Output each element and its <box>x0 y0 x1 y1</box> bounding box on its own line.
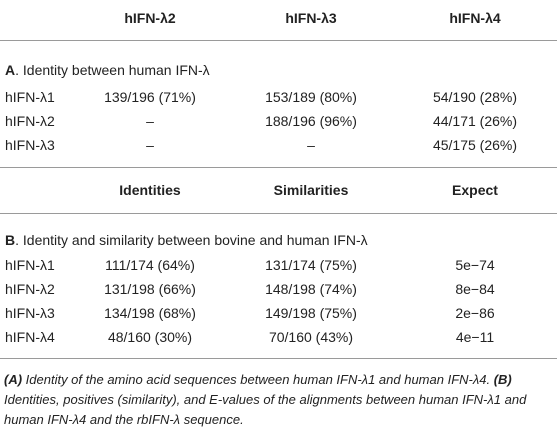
caption-text: Identity of the amino acid sequences bet… <box>22 372 494 387</box>
row-label: hIFN-λ1 <box>5 257 55 273</box>
row-label: hIFN-λ2 <box>5 281 55 297</box>
cell: 131/174 (75%) <box>265 257 357 273</box>
cell: 2e−86 <box>455 305 495 321</box>
cell: 45/175 (26%) <box>432 137 518 153</box>
section-title: . Identity and similarity between bovine… <box>15 232 368 248</box>
cell: 111/174 (64%) <box>105 257 195 273</box>
cell: 4e−11 <box>455 329 495 345</box>
cell: – <box>146 113 154 129</box>
cell: 70/160 (43%) <box>268 329 354 345</box>
caption: (A) Identity of the amino acid sequences… <box>4 370 552 428</box>
cell: 5e−74 <box>455 257 495 273</box>
rule <box>0 358 557 359</box>
section-title: A <box>5 62 16 78</box>
cell: – <box>146 137 154 153</box>
rule <box>0 213 557 214</box>
cell: 148/198 (74%) <box>265 281 357 297</box>
column-header: Identities <box>119 182 181 198</box>
rule <box>0 40 557 41</box>
column-header: Similarities <box>273 182 349 198</box>
caption-text: Identities, positives (similarity), and … <box>4 392 527 427</box>
column-header: Expect <box>452 182 498 198</box>
cell: 149/198 (75%) <box>265 305 357 321</box>
rule <box>0 167 557 168</box>
caption-label: (B) <box>493 372 512 387</box>
cell: 188/196 (96%) <box>265 113 357 129</box>
cell: 139/196 (71%) <box>104 89 196 105</box>
cell: 153/189 (80%) <box>265 89 357 105</box>
caption-label: (A) <box>4 372 23 387</box>
cell: 8e−84 <box>455 281 495 297</box>
column-header: hIFN-λ3 <box>285 10 337 26</box>
row-label: hIFN-λ3 <box>5 137 55 153</box>
column-header: hIFN-λ4 <box>449 10 501 26</box>
section-title: . Identity between human IFN-λ <box>15 62 210 78</box>
cell: 134/198 (68%) <box>104 305 196 321</box>
row-label: hIFN-λ2 <box>5 113 55 129</box>
cell: 131/198 (66%) <box>104 281 196 297</box>
row-label: hIFN-λ4 <box>5 329 55 345</box>
row-label: hIFN-λ3 <box>5 305 55 321</box>
cell: 44/171 (26%) <box>432 113 518 129</box>
cell: 54/190 (28%) <box>432 89 518 105</box>
row-label: hIFN-λ1 <box>5 89 55 105</box>
column-header: hIFN-λ2 <box>124 10 176 26</box>
section-title: B <box>5 232 16 248</box>
cell: 48/160 (30%) <box>107 329 193 345</box>
cell: – <box>307 137 315 153</box>
